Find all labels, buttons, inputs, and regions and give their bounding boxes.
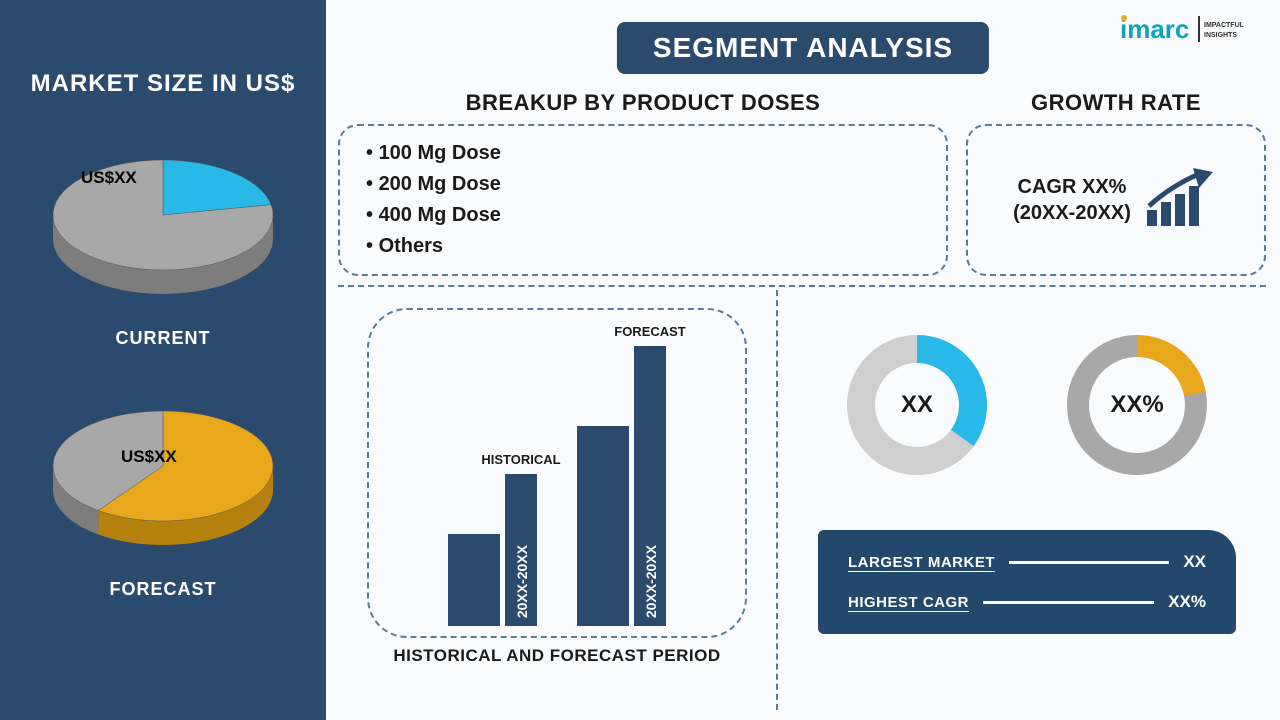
horizontal-divider (338, 285, 1266, 287)
metric-row: LARGEST MARKET XX (848, 552, 1206, 572)
bar: FORECAST20XX-20XX (634, 346, 666, 626)
title-banner: SEGMENT ANALYSIS (617, 22, 989, 74)
breakup-section: BREAKUP BY PRODUCT DOSES 100 Mg Dose200 … (338, 90, 948, 276)
sidebar-title: MARKET SIZE IN US$ (31, 70, 296, 98)
breakup-item: 400 Mg Dose (366, 200, 920, 231)
metric-value: XX (1183, 552, 1206, 572)
growth-section: GROWTH RATE CAGR XX% (20XX-20XX) (966, 90, 1266, 276)
svg-text:INSIGHTS: INSIGHTS (1204, 32, 1237, 39)
growth-title: GROWTH RATE (966, 90, 1266, 116)
bar-caption: HISTORICAL AND FORECAST PERIOD (393, 646, 720, 666)
sidebar: MARKET SIZE IN US$ US$XX CURRENT US$XX F… (0, 0, 326, 720)
metric-label: LARGEST MARKET (848, 554, 995, 571)
metrics-panel: XX XX% LARGEST MARKET XX HIGHEST CAGR XX% (778, 290, 1266, 710)
donut-row: XX XX% (818, 320, 1236, 490)
svg-text:IMPACTFUL: IMPACTFUL (1204, 22, 1245, 29)
bar (448, 534, 500, 626)
growth-line2: (20XX-20XX) (1013, 200, 1131, 226)
bar-group: FORECAST20XX-20XX (577, 346, 666, 626)
bar-chart: HISTORICAL20XX-20XX FORECAST20XX-20XX (367, 308, 747, 638)
metric-line (983, 601, 1154, 604)
breakup-item: 200 Mg Dose (366, 169, 920, 200)
breakup-title: BREAKUP BY PRODUCT DOSES (338, 90, 948, 116)
bar-group: HISTORICAL20XX-20XX (448, 474, 537, 626)
pie-current: US$XX (33, 138, 293, 318)
growth-icon (1141, 166, 1219, 234)
pie-current-label: CURRENT (116, 328, 211, 349)
breakup-list: 100 Mg Dose200 Mg Dose400 Mg DoseOthers (366, 138, 920, 262)
breakup-item: Others (366, 231, 920, 262)
bar (577, 426, 629, 626)
growth-line1: CAGR XX% (1013, 174, 1131, 200)
metric-label: HIGHEST CAGR (848, 594, 969, 611)
metrics-card: LARGEST MARKET XX HIGHEST CAGR XX% (818, 530, 1236, 634)
row-2: HISTORICAL20XX-20XX FORECAST20XX-20XX HIS… (338, 290, 1266, 710)
bar: HISTORICAL20XX-20XX (505, 474, 537, 626)
main-panel: imarcIMPACTFULINSIGHTS SEGMENT ANALYSIS … (326, 0, 1280, 720)
row-1: BREAKUP BY PRODUCT DOSES 100 Mg Dose200 … (338, 90, 1266, 276)
logo: imarc IMPACTFUL INSIGHTS (1120, 12, 1260, 59)
metric-line (1009, 561, 1169, 564)
svg-text:imarc: imarc (1120, 14, 1189, 44)
donut: XX (832, 320, 1002, 490)
growth-text: CAGR XX% (20XX-20XX) (1013, 174, 1131, 226)
pie-forecast: US$XX (33, 389, 293, 569)
breakup-item: 100 Mg Dose (366, 138, 920, 169)
metric-value: XX% (1168, 592, 1206, 612)
metric-row: HIGHEST CAGR XX% (848, 592, 1206, 612)
pie-forecast-label: FORECAST (110, 579, 217, 600)
bar-chart-panel: HISTORICAL20XX-20XX FORECAST20XX-20XX HIS… (338, 290, 778, 710)
donut: XX% (1052, 320, 1222, 490)
